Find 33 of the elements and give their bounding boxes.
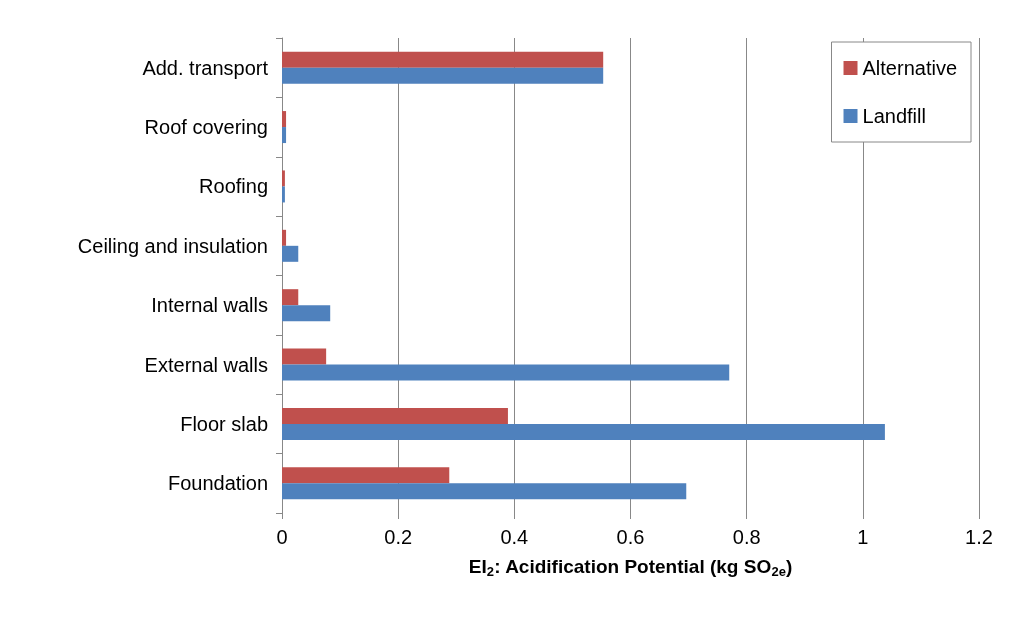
bar [282,348,327,365]
legend-label: Alternative [862,57,958,79]
x-tick-label: 0.2 [384,526,413,548]
x-tick-label: 1 [857,526,869,548]
bar [282,186,285,203]
x-tick-label: 0.4 [500,526,529,548]
bar [282,483,687,500]
bar [282,423,885,440]
x-tick-label: 0 [276,526,288,548]
bar [282,407,508,424]
y-tick-label: Ceiling and insulation [77,234,268,257]
bar [282,170,285,187]
x-tick-label: 1.2 [965,526,993,548]
y-tick-label: External walls [144,353,268,376]
y-tick-label: Internal walls [151,294,268,317]
bar [282,51,604,68]
bar [282,289,299,306]
x-tick-label: 0.6 [616,526,645,548]
bar [282,127,287,144]
y-tick-label: Roofing [199,175,268,198]
bar [282,305,331,322]
y-tick-label: Roof covering [144,116,268,139]
bar [282,67,604,84]
y-tick-label: Floor slab [180,412,268,435]
bar [282,467,450,484]
x-tick-label: 0.8 [732,526,761,548]
bar [282,245,299,262]
bar [282,229,287,246]
y-tick-label: Add. transport [142,56,269,79]
y-tick-label: Foundation [167,472,268,495]
legend-label: Landfill [862,105,926,127]
bar [282,364,730,381]
bar [282,111,287,128]
